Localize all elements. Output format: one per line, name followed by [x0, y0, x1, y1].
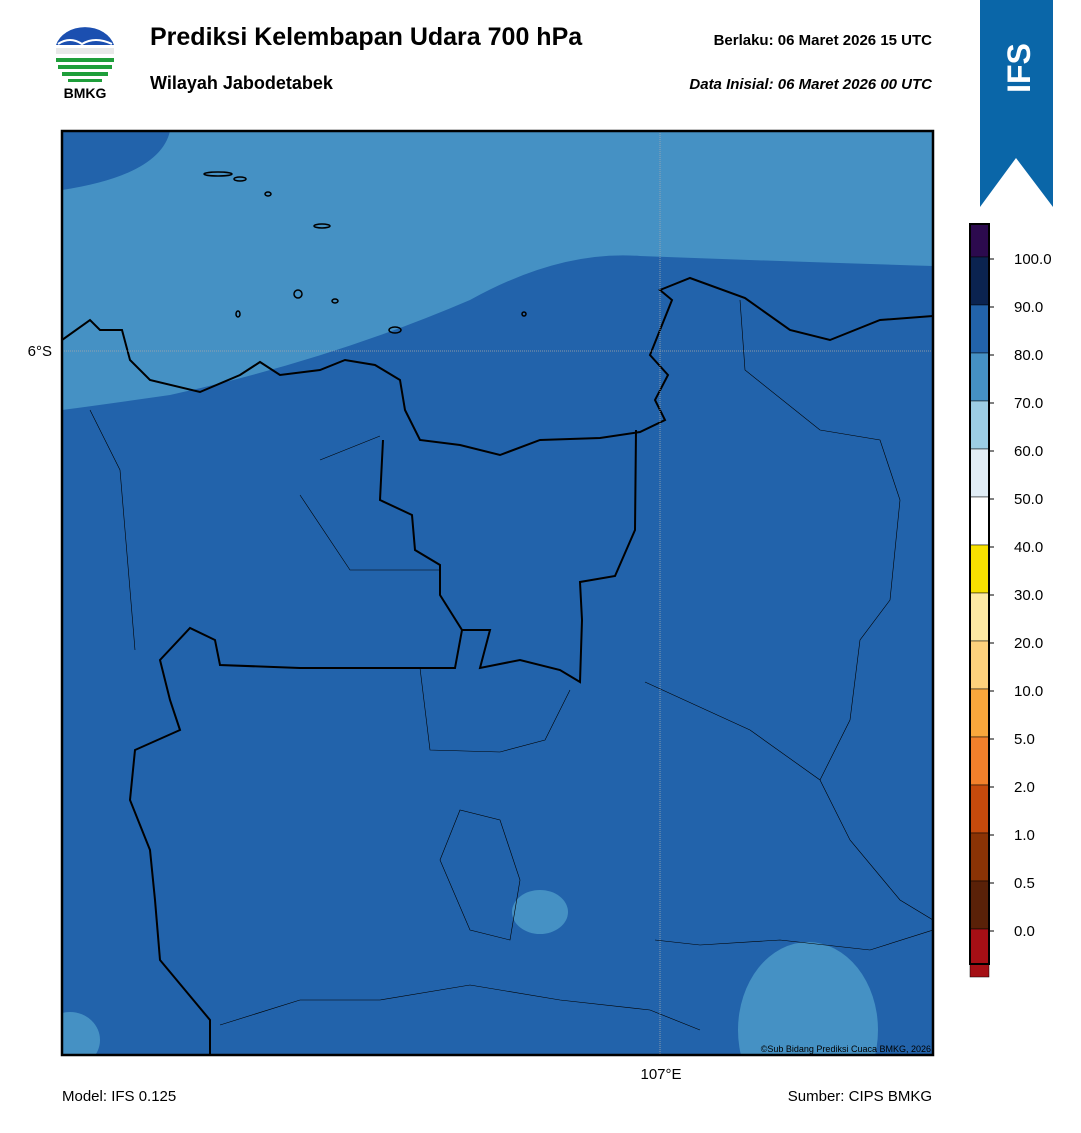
logo: BMKG — [56, 27, 114, 101]
colorbar-tick-label: 30.0 — [1014, 587, 1043, 604]
colorbar-tick-label: 20.0 — [1014, 635, 1043, 652]
badge — [980, 0, 1053, 207]
model-label: Model: IFS 0.125 — [62, 1088, 176, 1105]
colorbar-tick-label: 1.0 — [1014, 827, 1035, 844]
colorbar: 100.0 90.0 80.0 70.0 60.0 50.0 40.0 30.0 20.0 10.… — [969, 223, 1052, 978]
colorbar-tick-label: 5.0 — [1014, 731, 1035, 748]
colorbar-tick-label: 0.0 — [1014, 923, 1035, 940]
colorbar-segment — [969, 736, 990, 786]
copyright: ©Sub Bidang Prediksi Cuaca BMKG, 2026 — [761, 1044, 931, 1054]
colorbar-segment — [969, 544, 990, 594]
colorbar-segment — [969, 304, 990, 354]
valid-time: Berlaku: 06 Maret 2026 15 UTC — [714, 32, 933, 49]
colorbar-segment — [969, 223, 990, 258]
colorbar-tick-label: 80.0 — [1014, 347, 1043, 364]
colorbar-segment — [969, 640, 990, 690]
colorbar-segment — [969, 688, 990, 738]
logo-text: BMKG — [64, 85, 107, 101]
map-area — [62, 131, 933, 1055]
colorbar-segment — [969, 496, 990, 546]
colorbar-tick-label: 100.0 — [1014, 251, 1052, 268]
subtitle: Wilayah Jabodetabek — [150, 73, 334, 93]
colorbar-frame — [969, 223, 990, 965]
colorbar-tick-label: 2.0 — [1014, 779, 1035, 796]
colorbar-tick-label: 0.5 — [1014, 875, 1035, 892]
colorbar-tick-label: 40.0 — [1014, 539, 1043, 556]
map-frame — [60, 129, 935, 1057]
lat-label: 6°S — [28, 343, 52, 360]
colorbar-segment — [969, 784, 990, 834]
colorbar-segment — [969, 880, 990, 930]
source-label: Sumber: CIPS BMKG — [788, 1088, 932, 1105]
colorbar-tick-label: 50.0 — [1014, 491, 1043, 508]
colorbar-tick-label: 70.0 — [1014, 395, 1043, 412]
colorbar-segment — [969, 592, 990, 642]
colorbar-segment — [969, 448, 990, 498]
colorbar-segment — [969, 352, 990, 402]
colorbar-segment — [969, 400, 990, 450]
colorbar-segment — [969, 256, 990, 306]
colorbar-segment — [969, 832, 990, 882]
lon-label: 107°E — [640, 1066, 681, 1083]
colorbar-tick-label: 60.0 — [1014, 443, 1043, 460]
badge-text: IFS — [1001, 43, 1037, 93]
title: Prediksi Kelembapan Udara 700 hPa — [150, 23, 583, 51]
colorbar-segment — [969, 928, 990, 978]
colorbar-tick-label: 90.0 — [1014, 299, 1043, 316]
initial-time: Data Inisial: 06 Maret 2026 00 UTC — [689, 76, 933, 93]
colorbar-tick-label: 10.0 — [1014, 683, 1043, 700]
